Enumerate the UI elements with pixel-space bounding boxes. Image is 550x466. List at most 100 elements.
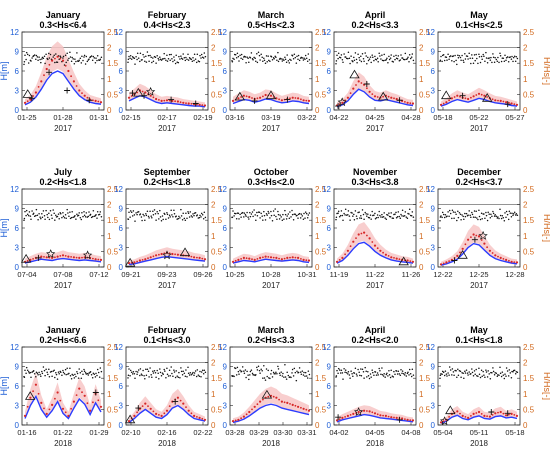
right-tick-label: 1 — [523, 232, 528, 241]
ratio-point — [266, 214, 268, 216]
series-red-point — [152, 96, 155, 99]
series-red-point — [136, 260, 139, 263]
subplot-subtitle: 0.1<Hs<3.0 — [143, 335, 190, 345]
series-red-point — [382, 95, 384, 98]
ratio-point — [337, 52, 340, 54]
ratio-point — [167, 58, 170, 60]
series-red-point — [272, 395, 275, 398]
ratio-point — [203, 52, 206, 54]
series-red-point — [464, 243, 467, 246]
ratio-point — [245, 215, 247, 217]
ratio-point — [484, 217, 486, 219]
left-tick-label: 0 — [431, 106, 436, 115]
star-marker — [478, 230, 488, 240]
series-red-point — [384, 253, 387, 256]
series-red-point — [307, 409, 311, 412]
ratio-point — [284, 364, 286, 366]
ratio-point — [439, 374, 442, 377]
series-red-point — [376, 96, 379, 98]
right-tick-label: 0 — [107, 106, 112, 115]
ratio-point — [499, 54, 502, 57]
series-red-point — [291, 403, 294, 406]
ratio-point — [71, 373, 73, 376]
ratio-point — [35, 371, 38, 374]
ratio-point — [239, 369, 241, 371]
ratio-point — [452, 55, 455, 57]
ratio-point — [467, 58, 469, 60]
triangle-marker — [234, 91, 246, 101]
ratio-point — [290, 376, 292, 379]
ratio-point — [76, 370, 78, 373]
series-red-point — [278, 257, 280, 260]
x-tick-label: 05-18 — [505, 428, 524, 437]
ratio-point — [258, 369, 261, 372]
ratio-point — [286, 54, 288, 56]
ratio-point — [444, 213, 447, 216]
series-blue-line — [336, 241, 414, 264]
series-red-point — [467, 416, 470, 419]
subplot-subtitle: 0.5<Hs<2.3 — [247, 20, 294, 30]
series-red-point — [395, 97, 398, 101]
ratio-point — [458, 54, 461, 57]
series-red-point — [357, 80, 360, 83]
ratio-point — [411, 368, 414, 371]
right-tick-label: 1.5 — [107, 59, 119, 68]
subplot-10: December0.2<Hs<3.703691200.511.522.512-2… — [426, 167, 550, 290]
ratio-point — [354, 210, 357, 212]
series-red-point — [174, 100, 177, 103]
series-red-point — [160, 252, 163, 256]
ratio-point — [58, 218, 60, 220]
ratio-point — [260, 212, 262, 215]
ratio-point — [37, 219, 39, 221]
series-red-point — [390, 96, 393, 99]
ratio-point — [373, 374, 375, 377]
ratio-point — [154, 56, 157, 58]
ratio-point — [136, 213, 138, 216]
ratio-point — [345, 372, 348, 374]
ratio-point — [256, 369, 259, 371]
ratio-point — [369, 373, 372, 375]
ratio-point — [461, 214, 463, 216]
ratio-point — [234, 367, 237, 370]
ratio-point — [510, 58, 513, 60]
series-red-point — [196, 256, 198, 259]
series-red-point — [486, 415, 488, 418]
subplot-title: February — [148, 10, 187, 20]
series-red-point — [51, 59, 54, 62]
ratio-point — [406, 372, 409, 375]
ratio-point — [508, 210, 511, 213]
series-red-point — [92, 401, 94, 404]
ratio-point — [507, 375, 510, 377]
ratio-point — [84, 372, 87, 374]
ratio-point — [402, 373, 405, 375]
series-red-point — [382, 251, 384, 254]
ratio-point — [488, 373, 490, 375]
ratio-point — [482, 213, 484, 215]
series-red-point — [240, 417, 243, 420]
series-red-point — [406, 259, 409, 262]
ratio-point — [80, 62, 83, 64]
ratio-point — [269, 217, 271, 219]
ratio-point — [277, 51, 279, 54]
right-tick-label: 2.5 — [107, 343, 119, 352]
series-red-point — [497, 255, 499, 258]
ratio-point — [472, 374, 475, 377]
ratio-point — [249, 374, 251, 376]
series-red-point — [59, 399, 62, 402]
series-red-point — [371, 93, 374, 95]
ratio-point — [454, 54, 456, 57]
ratio-point — [181, 373, 184, 376]
ratio-point — [42, 210, 45, 212]
ratio-point — [56, 215, 59, 218]
plus-marker — [471, 236, 478, 243]
left-tick-label: 12 — [114, 185, 123, 194]
series-red-point — [477, 410, 481, 414]
ratio-point — [235, 218, 238, 220]
ratio-point — [289, 58, 291, 61]
right-tick-label: 2.5 — [419, 28, 431, 37]
series-red-point — [67, 255, 70, 258]
ratio-point — [288, 217, 291, 220]
ratio-point — [240, 57, 242, 59]
ratio-point — [136, 373, 138, 375]
series-red-point — [26, 405, 29, 408]
